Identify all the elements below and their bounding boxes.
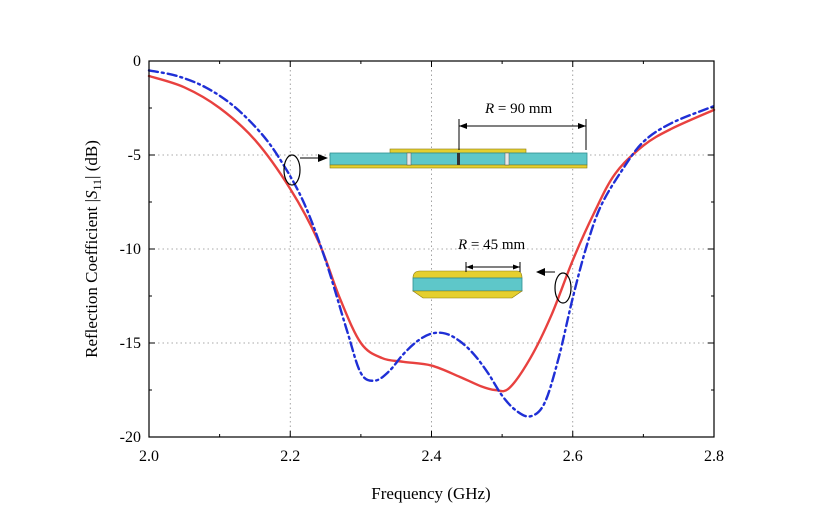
series-lines (147, 69, 716, 418)
x-tick-label-0: 2.0 (139, 448, 159, 465)
callout-small-arrowhead (536, 268, 545, 276)
antenna-small-substrate (412, 277, 523, 292)
callout-small-ellipse (554, 272, 572, 304)
dim-large-arrowhead-right (578, 123, 586, 129)
series-line-0 (147, 74, 716, 393)
dim-small-label: R = 45 mm (457, 237, 526, 253)
y-tick-label-4: -20 (120, 429, 141, 446)
axis-ticks (148, 60, 715, 438)
y-tick-label-3: -15 (120, 335, 141, 352)
dim-small-arrowhead-right (513, 264, 520, 270)
tick-labels: 2.0 2.2 2.4 2.6 2.8 0 -5 -10 -15 -20 (120, 53, 724, 465)
dim-large-label: R = 90 mm (484, 101, 553, 117)
antenna-large-via-right (504, 152, 510, 166)
antenna-small-ground (412, 290, 523, 299)
dim-small-arrowhead-left (466, 264, 473, 270)
y-tick-label-2: -10 (120, 241, 141, 258)
antenna-small-top-patch (412, 270, 523, 279)
x-axis-title: Frequency (GHz) (371, 484, 490, 503)
antenna-large-via-left (406, 152, 412, 166)
antenna-inset-small: R = 45 mm (412, 237, 572, 304)
series-line-1 (147, 69, 716, 418)
y-axis-title: Reflection Coefficient |S11| (dB) (82, 140, 104, 358)
y-tick-label-1: -5 (128, 147, 141, 164)
x-tick-label-1: 2.2 (280, 448, 300, 465)
antenna-large-feed (457, 153, 460, 165)
x-tick-label-3: 2.6 (563, 448, 583, 465)
grid-lines (149, 61, 714, 437)
antenna-inset-large: R = 90 mm (283, 101, 588, 186)
dim-large-arrowhead-left (459, 123, 467, 129)
y-tick-label-0: 0 (133, 53, 141, 70)
callout-large-ellipse (283, 154, 301, 186)
x-tick-label-4: 2.8 (704, 448, 724, 465)
antenna-large-ground (329, 164, 588, 169)
antenna-large-top-patch (389, 148, 527, 154)
x-tick-label-2: 2.4 (422, 448, 442, 465)
callout-large-arrowhead (318, 154, 328, 162)
